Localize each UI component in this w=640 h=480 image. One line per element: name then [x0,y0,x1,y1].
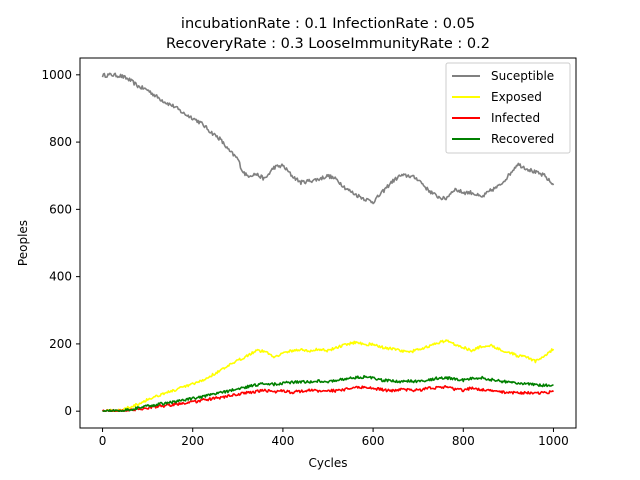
series-line-suceptible [101,72,555,205]
chart-title-line-1: incubationRate : 0.1 InfectionRate : 0.0… [181,16,475,32]
y-tick-label: 0 [64,404,72,418]
y-tick-label: 200 [49,337,72,351]
x-axis-label: Cycles [308,456,347,470]
series-layer [101,72,555,413]
legend-label-exposed: Exposed [491,90,542,104]
x-tick-label: 200 [181,434,204,448]
y-axis-label: Peoples [16,220,30,266]
y-tick-label: 1000 [41,68,72,82]
legend-label-infected: Infected [491,111,540,125]
legend-label-suceptible: Suceptible [491,69,554,83]
x-tick-label: 1000 [538,434,569,448]
x-tick-label: 800 [452,434,475,448]
series-line-exposed [102,339,555,413]
x-tick-label: 600 [362,434,385,448]
series-line-recovered [102,374,554,413]
y-tick-label: 400 [49,270,72,284]
series-line-infected [101,384,555,413]
x-axis: 0 200 400 600 800 1000 [99,428,569,448]
x-tick-label: 400 [271,434,294,448]
y-tick-label: 800 [49,135,72,149]
legend: Suceptible Exposed Infected Recovered [445,62,571,154]
x-tick-label: 0 [99,434,107,448]
legend-label-recovered: Recovered [491,132,554,146]
plot-frame [79,57,577,429]
y-axis: 0 200 400 600 800 1000 [41,68,80,418]
legend-box [445,62,571,154]
chart-title-line-2: RecoveryRate : 0.3 LooseImmunityRate : 0… [166,36,490,52]
y-tick-label: 600 [49,202,72,216]
